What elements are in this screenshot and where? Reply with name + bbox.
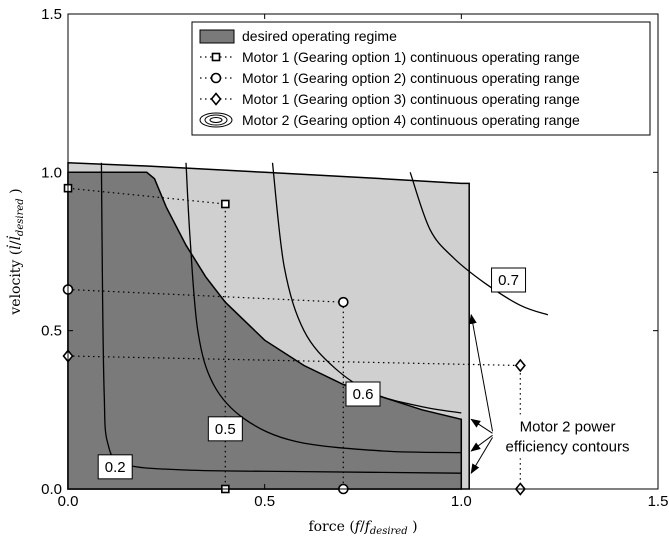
plot-area: 0.2 0.5 0.6 0.7 Motor 2 power efficiency con… xyxy=(62,162,648,496)
legend-label: Motor 2 (Gearing option 4) continuous op… xyxy=(242,112,580,128)
y-axis-label: velocity (l̇/l̇desired ) xyxy=(6,188,26,315)
contour-line-0.7 xyxy=(409,172,549,316)
axis-ticks: 0.0 0.5 1.0 1.5 0.0 0.5 1.0 1.5 xyxy=(41,6,668,510)
contour-label-box-0.5 xyxy=(207,416,243,442)
series-line-3 xyxy=(67,355,521,489)
efficiency-annotation: Motor 2 power efficiency contours xyxy=(468,313,648,475)
axes-frame xyxy=(67,13,659,490)
desired-operating-regime-region xyxy=(67,171,463,490)
series-1-marker-2 xyxy=(221,199,230,209)
x-axis-label: force (f/fdesired ) xyxy=(308,519,417,537)
legend: desired operating regime Motor 1 (Gearing… xyxy=(191,21,651,136)
y-tick-label: 0.0 xyxy=(41,481,62,498)
legend-box xyxy=(191,21,651,136)
contour-label-box-0.7 xyxy=(491,267,527,293)
contour-line-0.6 xyxy=(271,162,462,414)
series-3-marker-2 xyxy=(514,358,526,373)
legend-handle-ellipse xyxy=(199,112,233,128)
contour-label-0.5: 0.5 xyxy=(215,421,236,438)
y-tick-label: 0.5 xyxy=(41,323,62,340)
legend-handle-square xyxy=(211,52,221,62)
contour-label-box-0.6 xyxy=(345,381,381,407)
legend-label: Motor 1 (Gearing option 3) continuous op… xyxy=(242,91,580,107)
legend-handle-circle xyxy=(210,72,222,84)
x-tick-label: 1.5 xyxy=(648,493,669,510)
y-tick-label: 1.0 xyxy=(41,164,62,181)
annotation-text-line-2: efficiency contours xyxy=(506,438,630,455)
contour-label-0.6: 0.6 xyxy=(353,386,374,403)
series-2-marker-2 xyxy=(338,296,349,308)
x-tick-label: 1.0 xyxy=(451,493,472,510)
annotation-arrow-1 xyxy=(468,313,494,432)
contour-label-0.2: 0.2 xyxy=(105,459,126,476)
annotation-arrow-4 xyxy=(470,437,493,475)
legend-label: desired operating regime xyxy=(242,28,397,44)
annotation-bg xyxy=(487,414,648,459)
contour-label-box-0.2 xyxy=(97,454,133,480)
legend-label: Motor 1 (Gearing option 1) continuous op… xyxy=(242,49,580,65)
contour-label-0.7: 0.7 xyxy=(498,272,519,289)
legend-handle-diamond xyxy=(210,92,222,106)
y-tick-label: 1.5 xyxy=(41,6,62,23)
contour-labels: 0.2 0.5 0.6 0.7 xyxy=(97,267,527,480)
x-tick-label: 0.0 xyxy=(58,493,79,510)
legend-label: Motor 1 (Gearing option 2) continuous op… xyxy=(242,70,580,86)
annotation-text-line-1: Motor 2 power xyxy=(520,418,616,435)
annotation-arrow-3 xyxy=(470,434,493,452)
annotation-arrow-2 xyxy=(470,418,493,434)
contour-line-0.5 xyxy=(185,162,462,454)
x-tick-label: 0.5 xyxy=(254,493,275,510)
legend-handle-patch xyxy=(199,29,235,44)
